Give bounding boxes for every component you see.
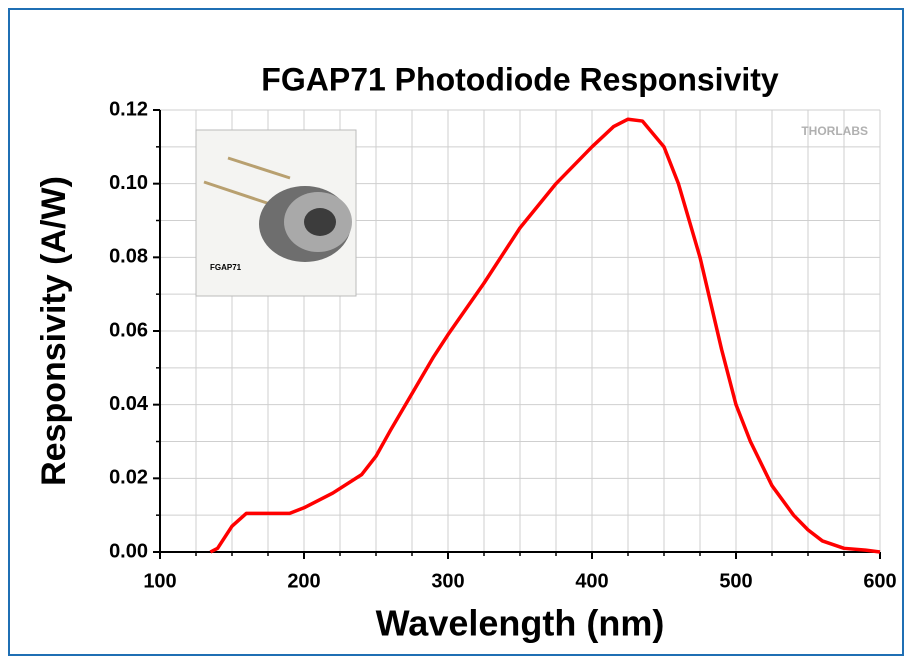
x-tick-label: 400 <box>575 570 608 592</box>
x-tick-label: 200 <box>287 570 320 592</box>
y-tick-label: 0.08 <box>109 246 148 268</box>
inset-photo: FGAP71 <box>195 129 357 297</box>
x-axis-label: Wavelength (nm) <box>376 603 665 644</box>
y-tick-label: 0.02 <box>109 467 148 489</box>
y-tick-label: 0.00 <box>109 540 148 562</box>
y-tick-label: 0.06 <box>109 319 148 341</box>
y-axis-label: Responsivity (A/W) <box>35 176 73 486</box>
watermark: THORLABS <box>801 124 868 138</box>
inset-window <box>304 208 336 236</box>
inset-label: FGAP71 <box>210 263 242 272</box>
x-tick-label: 600 <box>863 570 896 592</box>
y-tick-label: 0.12 <box>109 98 148 120</box>
chart-title: FGAP71 Photodiode Responsivity <box>261 61 779 97</box>
inset-pin <box>227 156 291 180</box>
x-tick-label: 300 <box>431 570 464 592</box>
inset-pin <box>203 180 277 208</box>
y-tick-label: 0.04 <box>109 393 149 415</box>
y-tick-label: 0.10 <box>109 172 148 194</box>
x-tick-label: 100 <box>143 570 176 592</box>
data-line <box>209 117 881 554</box>
x-tick-label: 500 <box>719 570 752 592</box>
